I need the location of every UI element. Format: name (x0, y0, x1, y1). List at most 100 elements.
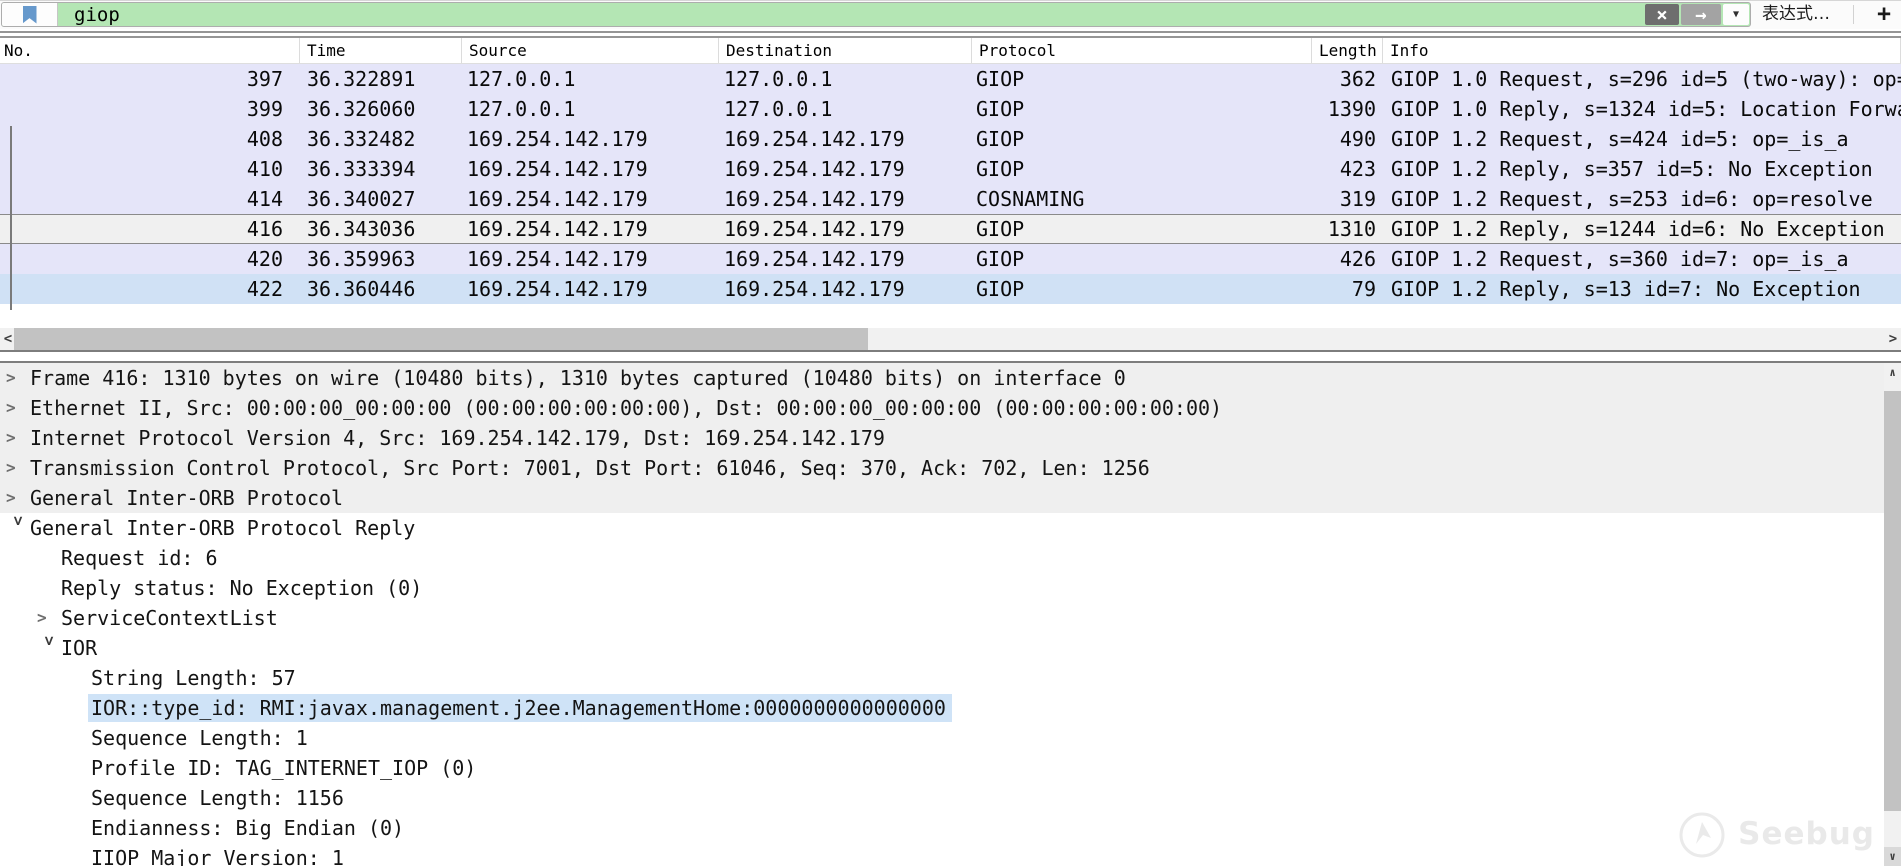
chevron-placeholder (67, 753, 91, 783)
expression-button[interactable]: 表达式… (1762, 4, 1830, 24)
vertical-scrollbar[interactable]: ∧ ∨ (1884, 363, 1901, 866)
cell-no: 410 (246, 157, 283, 181)
cell-no: 399 (246, 97, 283, 121)
filter-bookmark-button[interactable] (2, 3, 58, 26)
cell-destination: 127.0.0.1 (724, 67, 833, 91)
horizontal-scrollbar[interactable]: < > (0, 328, 1901, 350)
packet-row-422[interactable]: 422 36.360446 169.254.142.179 169.254.142.1… (0, 274, 1901, 304)
detail-line[interactable]: > General Inter-ORB Protocol Reply (0, 513, 1884, 543)
filter-field[interactable]: giop (58, 3, 1644, 26)
detail-line[interactable]: Profile ID: TAG_INTERNET_IOP (0) (0, 753, 1884, 783)
packet-row-399[interactable]: 399 36.326060 127.0.0.1 127.0.0.1 GIOP 1390 GI… (0, 94, 1901, 124)
cell-source: 169.254.142.179 (467, 157, 648, 181)
detail-text: Internet Protocol Version 4, Src: 169.25… (30, 426, 885, 450)
scroll-up-arrow-icon[interactable]: ∧ (1889, 366, 1896, 379)
packet-details-pane: > Frame 416: 1310 bytes on wire (10480 bi… (0, 363, 1884, 866)
detail-line[interactable]: > IOR (0, 633, 1884, 663)
detail-line[interactable]: > Transmission Control Protocol, Src Port… (0, 453, 1884, 483)
horizontal-scroll-thumb[interactable] (14, 328, 868, 350)
packet-row-416[interactable]: 416 36.343036 169.254.142.179 169.254.142.1… (0, 214, 1901, 244)
cell-info: GIOP 1.2 Reply, s=357 id=5: No Exception (1391, 157, 1873, 181)
column-header-info[interactable]: Info (1383, 38, 1901, 63)
detail-text: Profile ID: TAG_INTERNET_IOP (0) (91, 756, 477, 780)
detail-line[interactable]: > Ethernet II, Src: 00:00:00_00:00:00 (00… (0, 393, 1884, 423)
cell-destination: 127.0.0.1 (724, 97, 833, 121)
chevron-collapsed-icon[interactable]: > (6, 428, 16, 447)
chevron-collapsed-icon[interactable]: > (6, 488, 16, 507)
packet-list: No. Time Source Destination Protocol Length In… (0, 38, 1901, 310)
toolbar-separator (1853, 5, 1854, 24)
pane-splitter[interactable] (0, 350, 1901, 363)
chevron-expanded-icon[interactable]: > (40, 636, 59, 646)
cell-destination: 169.254.142.179 (724, 277, 905, 301)
detail-text: General Inter-ORB Protocol Reply (30, 516, 416, 540)
detail-line[interactable]: String Length: 57 (0, 663, 1884, 693)
vertical-scroll-thumb[interactable] (1884, 391, 1901, 811)
packet-row-414[interactable]: 414 36.340027 169.254.142.179 169.254.142.1… (0, 184, 1901, 214)
detail-line[interactable]: Reply status: No Exception (0) (0, 573, 1884, 603)
column-header-time[interactable]: Time (300, 38, 462, 63)
detail-text: ServiceContextList (61, 606, 278, 630)
filter-clear-button[interactable]: × (1645, 4, 1679, 26)
selected-field-text: IOR::type_id: RMI:javax.management.j2ee.… (88, 694, 952, 722)
column-header-protocol[interactable]: Protocol (972, 38, 1312, 63)
packet-row-410[interactable]: 410 36.333394 169.254.142.179 169.254.142.1… (0, 154, 1901, 184)
packet-list-header: No. Time Source Destination Protocol Length In… (0, 38, 1901, 64)
chevron-placeholder (67, 723, 91, 753)
cell-info: GIOP 1.2 Reply, s=1244 id=6: No Exceptio… (1391, 217, 1885, 241)
cell-protocol: GIOP (976, 127, 1025, 151)
detail-line[interactable]: > Frame 416: 1310 bytes on wire (10480 bi… (0, 363, 1884, 393)
toolbar-divider (0, 31, 1901, 38)
chevron-collapsed-icon[interactable]: > (37, 608, 47, 627)
cell-no: 420 (246, 247, 283, 271)
chevron-collapsed-icon[interactable]: > (6, 398, 16, 417)
detail-line[interactable]: IOR::type_id: RMI:javax.management.j2ee.… (0, 693, 1884, 723)
column-header-source[interactable]: Source (462, 38, 719, 63)
packet-rows: 397 36.322891 127.0.0.1 127.0.0.1 GIOP 362 GIO… (0, 64, 1901, 304)
column-header-no[interactable]: No. (0, 38, 300, 63)
scroll-left-arrow-icon[interactable]: < (3, 331, 13, 347)
packet-row-397[interactable]: 397 36.322891 127.0.0.1 127.0.0.1 GIOP 362 GIO… (0, 64, 1901, 94)
scroll-down-arrow-icon[interactable]: ∨ (1884, 847, 1901, 866)
detail-line[interactable]: Endianness: Big Endian (0) (0, 813, 1884, 843)
cell-info: GIOP 1.0 Request, s=296 id=5 (two-way): … (1391, 67, 1901, 91)
chevron-collapsed-icon[interactable]: > (6, 368, 16, 387)
conversation-indicator-line (10, 126, 12, 310)
filter-history-dropdown[interactable]: ▼ (1723, 4, 1749, 25)
cell-time: 36.333394 (307, 157, 416, 181)
scroll-right-arrow-icon[interactable]: > (1888, 331, 1898, 347)
cell-info: GIOP 1.2 Request, s=424 id=5: op=_is_a (1391, 127, 1849, 151)
filter-apply-button[interactable]: → (1681, 4, 1721, 26)
packet-row-408[interactable]: 408 36.332482 169.254.142.179 169.254.142.1… (0, 124, 1901, 154)
chevron-collapsed-icon[interactable]: > (6, 458, 16, 477)
cell-source: 127.0.0.1 (467, 97, 576, 121)
detail-text: Transmission Control Protocol, Src Port:… (30, 456, 1150, 480)
cell-time: 36.360446 (307, 277, 416, 301)
cell-length: 490 (1339, 127, 1376, 151)
cell-time: 36.359963 (307, 247, 416, 271)
cell-no: 397 (246, 67, 283, 91)
detail-line[interactable]: IIOP Major Version: 1 (0, 843, 1884, 866)
cell-source: 127.0.0.1 (467, 67, 576, 91)
display-filter-input[interactable]: giop × → ▼ (1, 2, 1751, 27)
column-header-destination[interactable]: Destination (719, 38, 972, 63)
detail-line[interactable]: > ServiceContextList (0, 603, 1884, 633)
chevron-expanded-icon[interactable]: > (9, 516, 28, 526)
cell-protocol: GIOP (976, 217, 1025, 241)
cell-length: 426 (1339, 247, 1376, 271)
detail-line[interactable]: > General Inter-ORB Protocol (0, 483, 1884, 513)
chevron-placeholder (67, 663, 91, 693)
detail-line[interactable]: Request id: 6 (0, 543, 1884, 573)
cell-no: 414 (246, 187, 283, 211)
chevron-placeholder (67, 843, 91, 866)
cell-length: 362 (1339, 67, 1376, 91)
detail-line[interactable]: Sequence Length: 1 (0, 723, 1884, 753)
detail-line[interactable]: > Internet Protocol Version 4, Src: 169.2… (0, 423, 1884, 453)
column-header-length[interactable]: Length (1312, 38, 1383, 63)
cell-time: 36.340027 (307, 187, 416, 211)
packet-row-420[interactable]: 420 36.359963 169.254.142.179 169.254.142.1… (0, 244, 1901, 274)
cell-source: 169.254.142.179 (467, 247, 648, 271)
detail-line[interactable]: Sequence Length: 1156 (0, 783, 1884, 813)
add-filter-button[interactable]: + (1877, 1, 1891, 27)
cell-protocol: GIOP (976, 247, 1025, 271)
